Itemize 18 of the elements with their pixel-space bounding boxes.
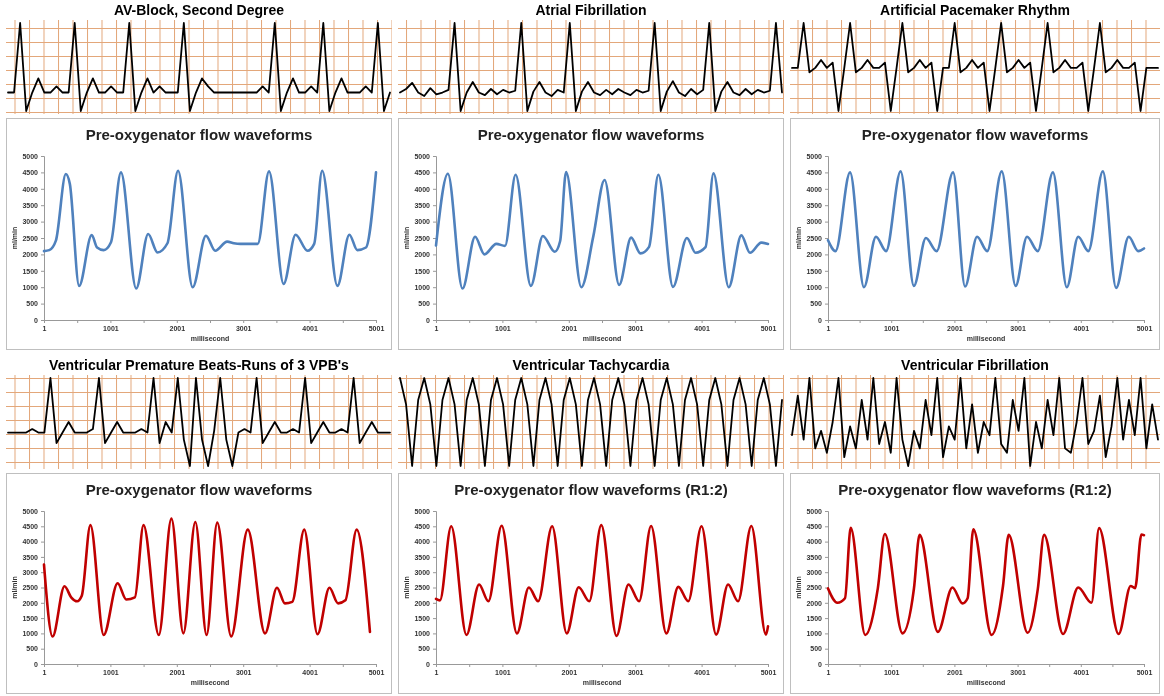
line-series xyxy=(826,526,1146,637)
line-series xyxy=(434,523,770,638)
chart-title: AV-Block, Second Degree xyxy=(113,2,285,18)
chart-title: Atrial Fibrillation xyxy=(535,2,647,18)
chart-title: Pre-oxygenator flow waveforms xyxy=(85,126,313,143)
chart-title: Pre-oxygenator flow waveforms xyxy=(861,126,1089,143)
chart-title: Ventricular Premature Beats-Runs of 3 VPB's xyxy=(49,357,350,373)
chart-title: Pre-oxygenator flow waveforms xyxy=(85,481,313,498)
chart-title: Ventricular Fibrillation xyxy=(901,357,1049,373)
chart-title: Pre-oxygenator flow waveforms xyxy=(477,126,705,143)
chart-title: Ventricular Tachycardia xyxy=(512,357,670,373)
chart-title: Pre-oxygenator flow waveforms (R1:2) xyxy=(838,481,1112,498)
chart-title: Artificial Pacemaker Rhythm xyxy=(880,2,1070,18)
line-series xyxy=(42,517,372,638)
line-series xyxy=(826,170,1146,290)
chart-title: Pre-oxygenator flow waveforms (R1:2) xyxy=(454,481,728,498)
line-series xyxy=(434,170,770,290)
line-series xyxy=(42,169,378,290)
